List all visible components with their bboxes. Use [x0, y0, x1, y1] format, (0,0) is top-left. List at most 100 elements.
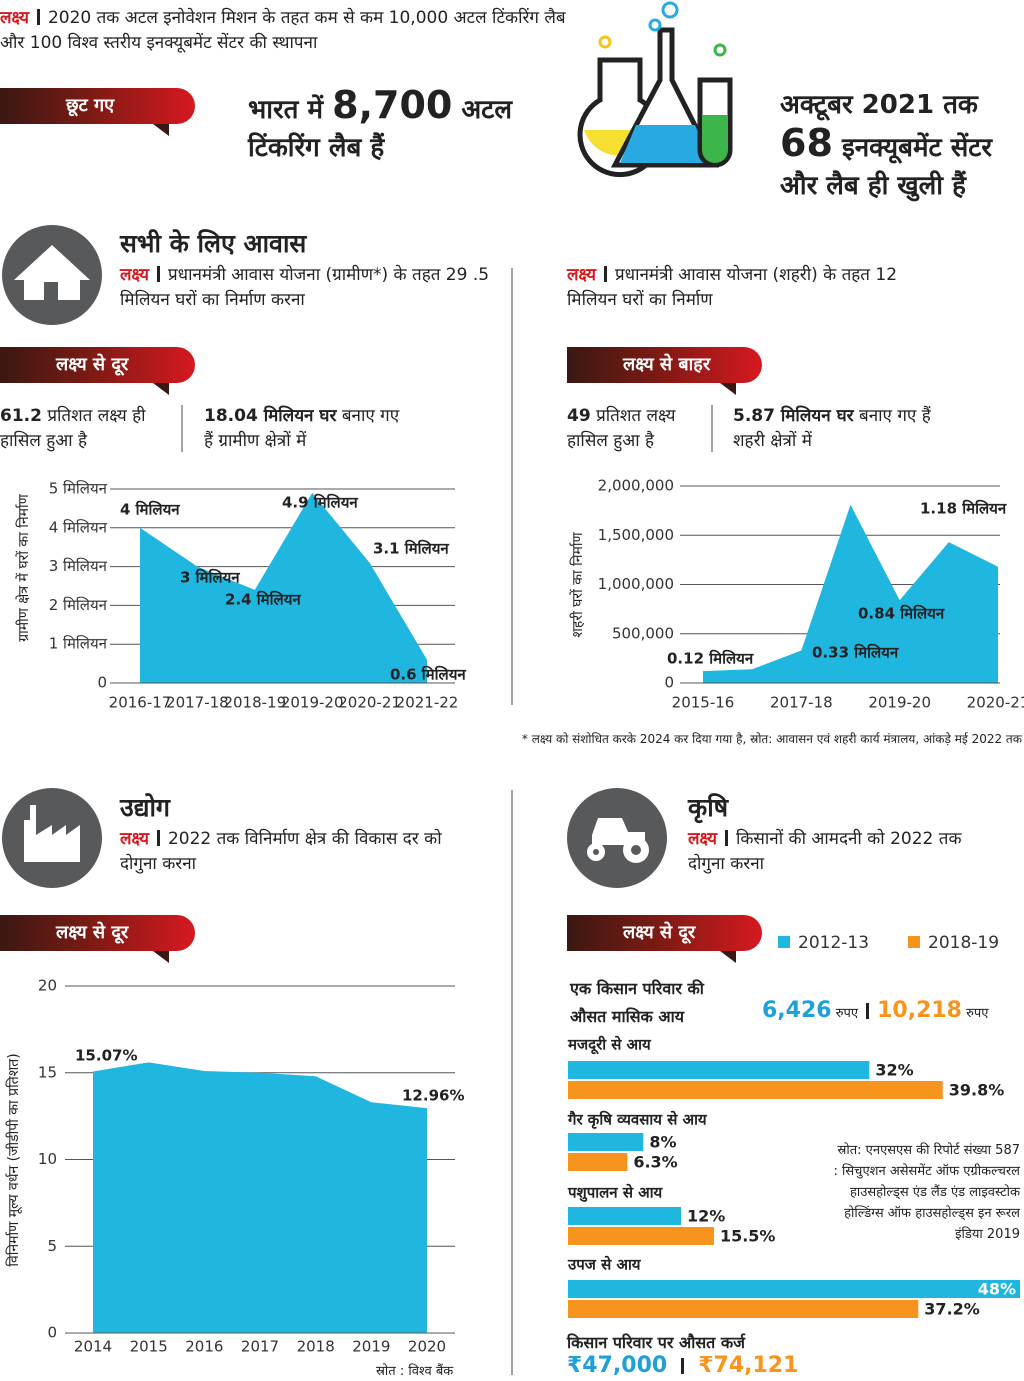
stat-text: इनक्यूबमेंट सेंटर और लैब ही खुली हैं — [780, 133, 993, 201]
value-label: 37.2% — [924, 1300, 980, 1319]
y-tick-label: 5 — [47, 1237, 57, 1255]
stat-text: प्रतिशत लक्ष्य ही हासिल हुआ है — [0, 406, 146, 451]
y-tick-label: 5 मिलियन — [49, 480, 108, 498]
goal-text: 2022 तक विनिर्माण क्षेत्र की विकास दर को… — [120, 829, 442, 874]
stat-text: अक्टूबर 2021 तक — [780, 90, 978, 120]
x-tick-label: 2014 — [74, 1338, 112, 1356]
y-axis-label: शहरी घरों का निर्माण — [569, 532, 586, 638]
stat-text: प्रतिशत लक्ष्य हासिल हुआ है — [567, 406, 676, 451]
debt-value: ₹74,121 — [698, 1353, 799, 1378]
goal-text: प्रधानमंत्री आवास योजना (ग्रामीण*) के तह… — [120, 265, 490, 310]
category-label: गैर कृषि व्यवसाय से आय — [567, 1111, 708, 1130]
goal-label: लक्ष्य — [120, 265, 149, 285]
section-title: सभी के लिए आवास — [120, 229, 307, 258]
stat-text: बनाए गए हैं ग्रामीण क्षेत्रों में — [204, 406, 400, 451]
value-label: 3 मिलियन — [180, 569, 240, 587]
goal-label: लक्ष्य — [688, 829, 717, 849]
house-icon — [2, 225, 102, 325]
y-tick-label: 1,000,000 — [598, 575, 674, 593]
source: स्रोत : विश्व बैंक — [376, 1364, 454, 1379]
debt-value: ₹47,000 — [567, 1353, 668, 1378]
value-label: 3.1 मिलियन — [373, 540, 449, 558]
legend-swatch — [908, 936, 920, 948]
y-tick-label: 2 मिलियन — [49, 596, 108, 614]
x-tick-label: 2015 — [130, 1338, 168, 1356]
labs-stat: भारत में 8,700 अटल टिंकरिंग लैब हैं — [248, 86, 518, 167]
legend-swatch — [778, 936, 790, 948]
stat-text: अटल टिंकरिंग लैब हैं — [248, 95, 513, 163]
value-label: 4.9 मिलियन — [282, 494, 358, 512]
bar — [568, 1300, 919, 1318]
y-tick-label: 1,500,000 — [598, 526, 674, 544]
value-label: 12.96% — [402, 1087, 464, 1105]
goal-text: प्रधानमंत्री आवास योजना (शहरी) के तहत 12… — [567, 265, 898, 310]
footnote: * लक्ष्य को संशोधित करके 2024 कर दिया गय… — [521, 732, 1022, 746]
status-ribbon: छूट गए — [0, 88, 195, 136]
flask-icon — [577, 1, 733, 178]
goal-text: किसानों की आमदनी को 2022 तक दोगुना करना — [688, 829, 962, 874]
y-tick-label: 0 — [47, 1324, 57, 1342]
x-tick-label: 2020-21 — [967, 694, 1024, 712]
value-label: 2.4 मिलियन — [225, 591, 301, 609]
status-ribbon: लक्ष्य से बाहर — [567, 347, 762, 395]
goal-text: 2020 तक अटल इनोवेशन मिशन के तहत कम से कम… — [0, 8, 566, 53]
x-tick-label: 2020-21 — [338, 694, 401, 712]
agri-goal: लक्ष्य किसानों की आमदनी को 2022 तक दोगुना… — [688, 827, 998, 877]
x-tick-label: 2019 — [352, 1338, 390, 1356]
legend-label: 2018-19 — [928, 933, 999, 953]
stat-number: 18.04 मिलियन घर — [204, 406, 337, 426]
y-tick-label: 500,000 — [612, 624, 674, 642]
bar — [568, 1133, 644, 1151]
currency: रुपए — [835, 1006, 859, 1021]
x-tick-label: 2016 — [185, 1338, 223, 1356]
category-label: पशुपालन से आय — [567, 1184, 664, 1203]
stat-number: 68 — [780, 121, 833, 165]
status-ribbon: लक्ष्य से दूर — [0, 347, 195, 395]
y-axis-label: ग्रामीण क्षेत्र में घरों का निर्माण — [15, 493, 32, 641]
area — [93, 1062, 427, 1333]
value-label: 8% — [649, 1133, 676, 1152]
y-tick-label: 4 मिलियन — [49, 518, 108, 536]
x-tick-label: 2020 — [408, 1338, 446, 1356]
x-tick-label: 2021-22 — [396, 694, 459, 712]
x-tick-label: 2015-16 — [672, 694, 735, 712]
y-tick-label: 2,000,000 — [598, 477, 674, 495]
income-label: एक किसान परिवार की औसत मासिक आय — [570, 979, 704, 1026]
status-ribbon: लक्ष्य से दूर — [0, 915, 195, 963]
bar — [568, 1207, 681, 1225]
value-label: 4 मिलियन — [120, 501, 180, 519]
section-title: उद्योग — [120, 793, 171, 822]
source: स्रोत: एनएसएस की रिपोर्ट संख्या 587 : सि… — [833, 1143, 1020, 1242]
x-tick-label: 2018-19 — [223, 694, 286, 712]
x-tick-label: 2017-18 — [166, 694, 229, 712]
rural-stat2: 18.04 मिलियन घर बनाए गए हैं ग्रामीण क्षे… — [204, 404, 404, 454]
x-tick-label: 2019-20 — [868, 694, 931, 712]
bar — [568, 1280, 1020, 1298]
value-label: 32% — [875, 1061, 913, 1080]
x-tick-label: 2016-17 — [109, 694, 172, 712]
income-values: 6,426 रुपए 10,218 रुपए — [762, 998, 989, 1026]
x-tick-label: 2017 — [241, 1338, 279, 1356]
currency: रुपए — [966, 1006, 989, 1021]
rural-stat1: 61.2 प्रतिशत लक्ष्य ही हासिल हुआ है — [0, 404, 175, 454]
y-tick-label: 20 — [38, 977, 57, 995]
stat-number: 61.2 — [0, 406, 42, 426]
value-label: 1.18 मिलियन — [920, 500, 1007, 518]
centers-stat: अक्टूबर 2021 तक 68 इनक्यूबमेंट सेंटर और … — [780, 86, 1024, 205]
value-label: 0.33 मिलियन — [812, 644, 899, 662]
value-label: 0.12 मिलियन — [667, 650, 754, 668]
goal-label: लक्ष्य — [567, 265, 596, 285]
stat-number: 8,700 — [332, 83, 453, 127]
y-tick-label: 0 — [97, 674, 107, 692]
goal-label: लक्ष्य — [120, 829, 149, 849]
y-tick-label: 1 मिलियन — [49, 635, 108, 653]
y-tick-label: 15 — [38, 1063, 57, 1081]
area — [140, 492, 427, 683]
legend-label: 2012-13 — [798, 933, 869, 953]
factory-icon — [2, 788, 102, 888]
x-tick-label: 2019-20 — [281, 694, 344, 712]
income-value: 10,218 — [877, 998, 962, 1023]
industry-goal: लक्ष्य 2022 तक विनिर्माण क्षेत्र की विकास… — [120, 827, 460, 877]
bar — [568, 1227, 714, 1245]
